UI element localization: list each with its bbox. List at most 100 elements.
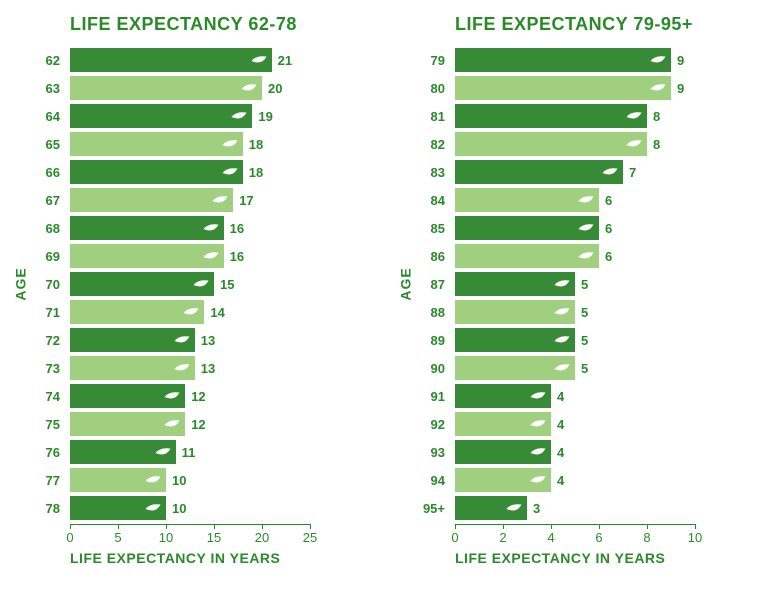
age-tick-label: 71 — [10, 305, 60, 320]
age-tick-label: 81 — [395, 109, 445, 124]
bar-value-label: 3 — [533, 501, 540, 516]
bar — [70, 244, 224, 268]
age-tick-label: 85 — [395, 221, 445, 236]
chart-title: LIFE EXPECTANCY 79-95+ — [455, 14, 693, 35]
age-tick-label: 78 — [10, 501, 60, 516]
bar-value-label: 13 — [201, 333, 215, 348]
bar-value-label: 11 — [182, 445, 196, 460]
x-tick-mark — [214, 524, 215, 529]
bar — [70, 160, 243, 184]
bar-value-label: 5 — [581, 361, 588, 376]
age-tick-label: 93 — [395, 445, 445, 460]
leaf-icon — [144, 502, 162, 514]
leaf-icon — [202, 250, 220, 262]
age-tick-label: 91 — [395, 389, 445, 404]
age-tick-label: 92 — [395, 417, 445, 432]
age-tick-label: 83 — [395, 165, 445, 180]
bar-value-label: 5 — [581, 333, 588, 348]
age-tick-label: 95+ — [395, 501, 445, 516]
x-tick-mark — [70, 524, 71, 529]
bar-value-label: 8 — [653, 137, 660, 152]
age-tick-label: 75 — [10, 417, 60, 432]
x-tick-mark — [118, 524, 119, 529]
age-tick-label: 76 — [10, 445, 60, 460]
bar-value-label: 19 — [258, 109, 272, 124]
bar — [455, 76, 671, 100]
leaf-icon — [163, 418, 181, 430]
leaf-icon — [529, 446, 547, 458]
y-axis-label: AGE — [13, 267, 29, 300]
bar-value-label: 16 — [230, 249, 244, 264]
bar-value-label: 6 — [605, 193, 612, 208]
age-tick-label: 66 — [10, 165, 60, 180]
leaf-icon — [230, 110, 248, 122]
x-tick-mark — [262, 524, 263, 529]
leaf-icon — [173, 362, 191, 374]
bar-value-label: 8 — [653, 109, 660, 124]
age-tick-label: 86 — [395, 249, 445, 264]
leaf-icon — [529, 474, 547, 486]
bar-value-label: 18 — [249, 137, 263, 152]
age-tick-label: 84 — [395, 193, 445, 208]
age-tick-label: 67 — [10, 193, 60, 208]
x-tick-mark — [503, 524, 504, 529]
bar — [455, 132, 647, 156]
leaf-icon — [553, 278, 571, 290]
leaf-icon — [529, 390, 547, 402]
x-axis-label: LIFE EXPECTANCY IN YEARS — [70, 550, 280, 566]
leaf-icon — [182, 306, 200, 318]
leaf-icon — [577, 222, 595, 234]
x-tick-mark — [647, 524, 648, 529]
bar-value-label: 13 — [201, 361, 215, 376]
bar-value-label: 4 — [557, 445, 564, 460]
bar-value-label: 18 — [249, 165, 263, 180]
x-axis-line — [70, 524, 310, 525]
leaf-icon — [553, 362, 571, 374]
leaf-icon — [577, 250, 595, 262]
bar-value-label: 16 — [230, 221, 244, 236]
bar — [70, 132, 243, 156]
leaf-icon — [625, 138, 643, 150]
bar-value-label: 5 — [581, 277, 588, 292]
bar-value-label: 12 — [191, 417, 205, 432]
x-tick-mark — [310, 524, 311, 529]
age-tick-label: 89 — [395, 333, 445, 348]
leaf-icon — [211, 194, 229, 206]
leaf-icon — [154, 446, 172, 458]
leaf-icon — [163, 390, 181, 402]
age-tick-label: 73 — [10, 361, 60, 376]
age-tick-label: 74 — [10, 389, 60, 404]
age-tick-label: 68 — [10, 221, 60, 236]
leaf-icon — [240, 82, 258, 94]
x-tick-label: 25 — [303, 530, 317, 592]
leaf-icon — [553, 334, 571, 346]
leaf-icon — [577, 194, 595, 206]
leaf-icon — [553, 306, 571, 318]
leaf-icon — [601, 166, 619, 178]
leaf-icon — [173, 334, 191, 346]
bar — [455, 48, 671, 72]
x-tick-mark — [551, 524, 552, 529]
bar — [70, 76, 262, 100]
bar-value-label: 5 — [581, 305, 588, 320]
left-chart-panel: LIFE EXPECTANCY 62-786221632064196518661… — [10, 0, 370, 592]
bar-value-label: 4 — [557, 417, 564, 432]
bar-value-label: 14 — [210, 305, 224, 320]
bar-value-label: 10 — [172, 501, 186, 516]
age-tick-label: 72 — [10, 333, 60, 348]
y-axis-label: AGE — [398, 267, 414, 300]
bar-value-label: 4 — [557, 389, 564, 404]
leaf-icon — [649, 54, 667, 66]
bar — [455, 104, 647, 128]
leaf-icon — [221, 138, 239, 150]
leaf-icon — [202, 222, 220, 234]
bar-value-label: 9 — [677, 81, 684, 96]
bar-value-label: 4 — [557, 473, 564, 488]
leaf-icon — [529, 418, 547, 430]
bar — [70, 48, 272, 72]
bar-value-label: 15 — [220, 277, 234, 292]
age-tick-label: 63 — [10, 81, 60, 96]
leaf-icon — [625, 110, 643, 122]
age-tick-label: 62 — [10, 53, 60, 68]
age-tick-label: 80 — [395, 81, 445, 96]
